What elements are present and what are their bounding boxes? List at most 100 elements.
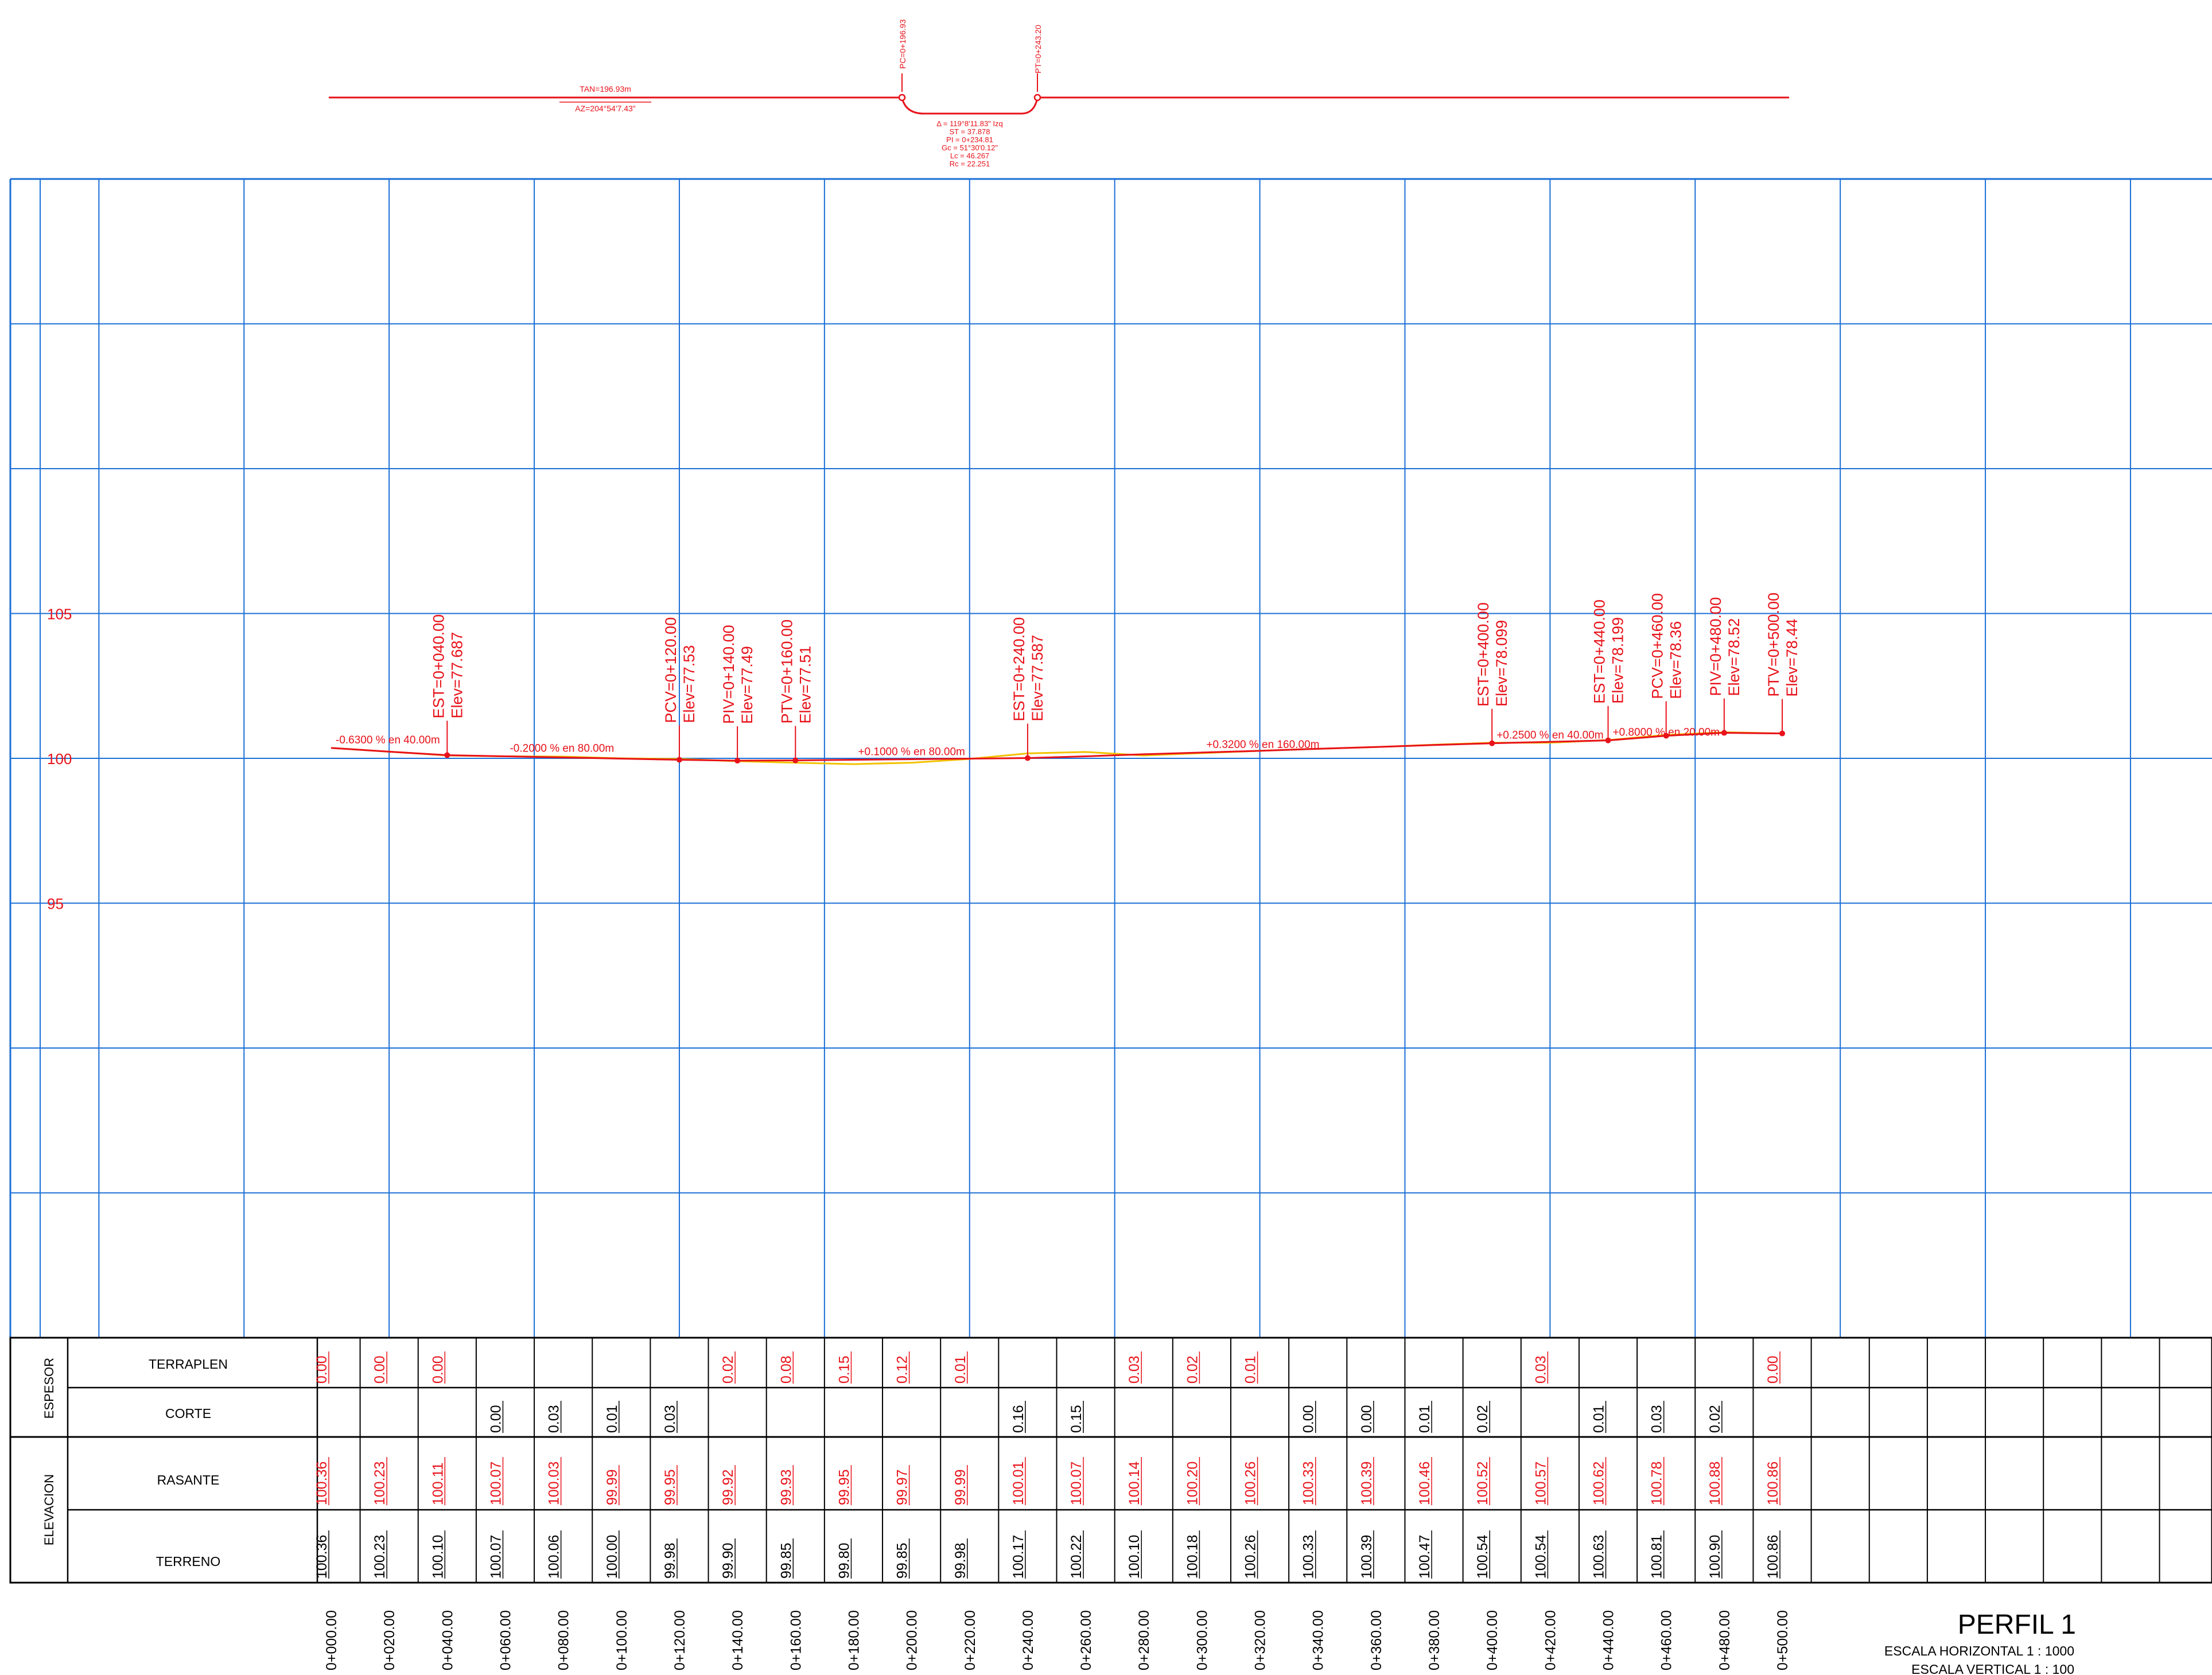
profile-point-marker bbox=[792, 757, 799, 764]
station-label: 0+220.00 bbox=[962, 1610, 978, 1670]
table-cell-terreno: 99.80 bbox=[836, 1542, 852, 1579]
curve-data-line: ST = 37.878 bbox=[950, 127, 990, 136]
table-cell-rasante: 100.26 bbox=[1243, 1462, 1259, 1505]
station-label: 0+000.00 bbox=[324, 1610, 340, 1670]
profile-point-marker bbox=[1663, 733, 1669, 739]
azimuth-label: AZ=204°54'7.43" bbox=[575, 104, 636, 113]
profile-grid bbox=[9, 178, 2212, 1338]
station-label: 0+300.00 bbox=[1194, 1610, 1210, 1670]
profile-point-marker bbox=[1024, 755, 1031, 761]
table-cell-terreno: 100.63 bbox=[1591, 1535, 1607, 1579]
pc-point bbox=[898, 94, 906, 102]
profile-data-table: ESPESOR ELEVACION TERRAPLEN CORTE RASANT… bbox=[9, 1337, 2212, 1670]
table-cell-terraplen: 0.01 bbox=[953, 1355, 969, 1384]
table-cell-corte: 0.00 bbox=[1301, 1405, 1317, 1433]
station-label: 0+460.00 bbox=[1659, 1610, 1675, 1670]
row-terraplen-label: TERRAPLEN bbox=[149, 1357, 228, 1372]
point-elevation-label: Elev=78.099 bbox=[1493, 620, 1510, 707]
elevation-tick-label: 95 bbox=[47, 895, 64, 913]
curve-data-line: PI = 0+234.81 bbox=[946, 135, 993, 144]
table-cell-rasante: 100.39 bbox=[1359, 1462, 1375, 1505]
table-cell-terraplen: 0.02 bbox=[1184, 1355, 1200, 1384]
drawing-title: PERFIL 1 bbox=[1958, 1610, 2076, 1640]
group-espesor-label: ESPESOR bbox=[42, 1358, 56, 1419]
table-cell-terraplen: 0.12 bbox=[895, 1355, 911, 1384]
point-station-label: EST=0+440.00 bbox=[1591, 599, 1608, 704]
table-cell-terreno: 100.06 bbox=[546, 1535, 562, 1579]
profile-point-marker bbox=[1605, 737, 1611, 743]
station-label: 0+180.00 bbox=[846, 1610, 862, 1670]
table-cell-rasante: 100.46 bbox=[1417, 1462, 1433, 1505]
profile-point-marker bbox=[676, 757, 682, 763]
point-station-label: PCV=0+120.00 bbox=[662, 617, 679, 723]
grade-label: -0.2000 % en 80.00m bbox=[510, 742, 614, 754]
station-label: 0+100.00 bbox=[614, 1610, 630, 1670]
table-cell-terreno: 100.26 bbox=[1243, 1535, 1259, 1579]
group-elevacion-label: ELEVACION bbox=[42, 1474, 56, 1545]
station-label: 0+400.00 bbox=[1484, 1610, 1500, 1670]
table-cell-terreno: 100.54 bbox=[1475, 1534, 1491, 1579]
table-cell-rasante: 100.20 bbox=[1184, 1462, 1200, 1505]
table-cell-terreno: 100.86 bbox=[1765, 1535, 1781, 1579]
tangent-length-label: TAN=196.93m bbox=[580, 84, 631, 94]
table-cell-rasante: 100.11 bbox=[430, 1462, 446, 1505]
point-elevation-label: Elev=78.199 bbox=[1610, 617, 1627, 704]
point-station-label: EST=0+040.00 bbox=[430, 614, 447, 719]
point-station-label: EST=0+240.00 bbox=[1010, 617, 1028, 722]
pt-label: PT=0+243.20 bbox=[1033, 25, 1043, 73]
table-cell-terreno: 99.98 bbox=[662, 1542, 678, 1579]
row-terreno-label: TERRENO bbox=[156, 1554, 220, 1569]
table-cell-corte: 0.03 bbox=[1649, 1405, 1665, 1433]
station-label: 0+360.00 bbox=[1369, 1610, 1385, 1670]
table-cell-terreno: 100.33 bbox=[1301, 1535, 1317, 1579]
table-cell-rasante: 100.88 bbox=[1707, 1462, 1723, 1505]
vertical-point-labels: EST=0+040.00 Elev=77.687 PCV=0+120.00 Elev=… bbox=[430, 593, 1801, 764]
table-cell-rasante: 99.95 bbox=[662, 1469, 678, 1505]
table-cell-rasante: 100.52 bbox=[1475, 1462, 1491, 1505]
table-cell-terraplen: 0.01 bbox=[1243, 1355, 1259, 1384]
table-cell-corte: 0.00 bbox=[488, 1405, 504, 1433]
table-cell-terreno: 100.07 bbox=[488, 1535, 504, 1579]
table-frame bbox=[9, 1337, 2212, 1584]
profile-point-marker bbox=[734, 758, 741, 764]
curve-data-line: Rc = 22.251 bbox=[950, 159, 990, 168]
grade-label: +0.3200 % en 160.00m bbox=[1206, 739, 1319, 751]
grade-labels: -0.6300 % en 40.00m -0.2000 % en 80.00m +0… bbox=[336, 727, 1720, 758]
point-station-label: PIV=0+140.00 bbox=[720, 625, 737, 724]
table-cell-corte: 0.01 bbox=[1417, 1405, 1433, 1433]
table-cell-rasante: 99.95 bbox=[836, 1469, 852, 1505]
table-cell-terreno: 100.22 bbox=[1068, 1535, 1084, 1579]
table-cell-terraplen: 0.15 bbox=[836, 1355, 852, 1384]
point-elevation-label: Elev=77.53 bbox=[681, 645, 698, 723]
table-cell-rasante: 99.99 bbox=[953, 1469, 969, 1505]
point-elevation-label: Elev=78.36 bbox=[1667, 621, 1685, 699]
curve-data-line: Gc = 51°30'0.12" bbox=[942, 143, 998, 152]
table-cell-terreno: 99.85 bbox=[778, 1542, 794, 1579]
grade-label: +0.2500 % en 40.00m bbox=[1496, 730, 1603, 742]
curve-data-line: Δ = 119°8'11.83" Izq bbox=[936, 119, 1003, 128]
station-label: 0+200.00 bbox=[904, 1610, 920, 1670]
point-elevation-label: Elev=78.44 bbox=[1783, 619, 1801, 697]
curve-arc bbox=[901, 97, 1039, 115]
grade-label: +0.1000 % en 80.00m bbox=[858, 746, 965, 758]
table-cell-rasante: 100.78 bbox=[1649, 1462, 1665, 1505]
table-cell-corte: 0.03 bbox=[662, 1405, 678, 1433]
elevation-tick-label: 105 bbox=[47, 606, 72, 623]
table-cell-terreno: 100.47 bbox=[1417, 1535, 1433, 1579]
title-block: PERFIL 1 ESCALA HORIZONTAL 1 : 1000 ESCA… bbox=[1884, 1610, 2076, 1675]
table-cell-terreno: 100.10 bbox=[1126, 1535, 1142, 1579]
table-cell-corte: 0.03 bbox=[546, 1405, 562, 1433]
table-cell-rasante: 100.07 bbox=[488, 1462, 504, 1505]
table-cell-rasante: 100.14 bbox=[1126, 1461, 1142, 1505]
table-cell-rasante: 100.01 bbox=[1010, 1462, 1027, 1505]
table-cell-rasante: 100.62 bbox=[1591, 1462, 1607, 1505]
table-cell-terreno: 100.36 bbox=[314, 1535, 330, 1579]
station-label: 0+120.00 bbox=[672, 1610, 688, 1670]
point-elevation-label: Elev=77.51 bbox=[796, 646, 814, 724]
point-station-label: PTV=0+160.00 bbox=[778, 620, 795, 724]
grade-label: -0.6300 % en 40.00m bbox=[336, 734, 440, 746]
table-cell-terraplen: 0.00 bbox=[372, 1355, 388, 1384]
table-cell-terreno: 100.17 bbox=[1010, 1535, 1027, 1579]
